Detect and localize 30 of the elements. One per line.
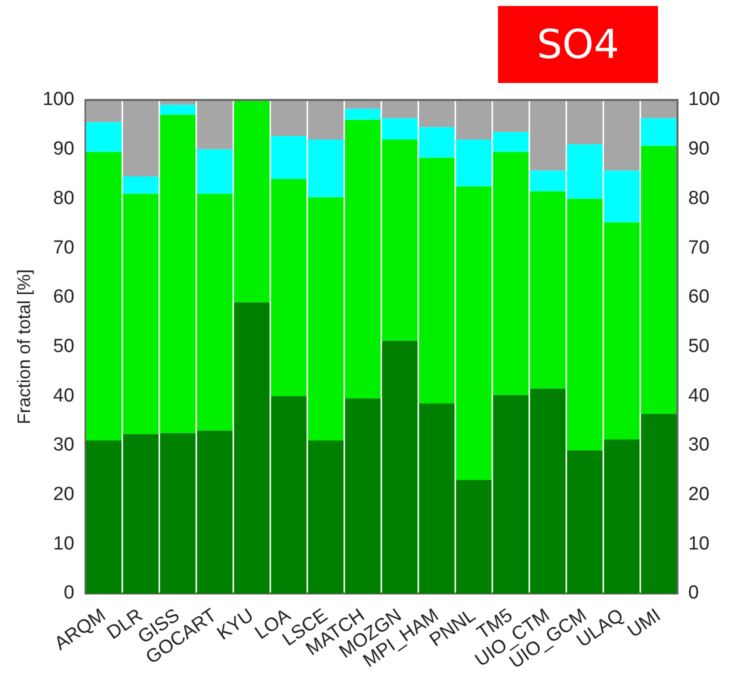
chart-title: SO4 <box>498 6 658 83</box>
y-tick-label: 20 <box>53 484 74 506</box>
y2-tick-label: 90 <box>688 138 710 160</box>
y2-tick-label: 40 <box>688 385 710 406</box>
bar <box>160 104 196 115</box>
y-tick-label: 80 <box>53 188 74 209</box>
y-tick-label: 10 <box>53 533 74 554</box>
y-tick-label: 0 <box>64 582 74 604</box>
y2-tick-label: 30 <box>688 434 710 456</box>
y2-tick-label: 60 <box>688 286 710 308</box>
y-tick-label: 50 <box>53 336 74 357</box>
y-tick-label: 30 <box>53 434 74 456</box>
bar <box>641 118 677 146</box>
y2-tick-label: 100 <box>688 89 720 110</box>
y2-tick-label: 0 <box>688 582 699 604</box>
y2-tick-label: 10 <box>688 533 710 554</box>
y-tick-label: 70 <box>53 237 74 258</box>
bar <box>197 149 233 194</box>
y2-tick-label: 70 <box>688 237 710 258</box>
y2-tick-label: 80 <box>688 188 710 209</box>
x-tick-label: UMI <box>624 604 665 642</box>
y2-tick-label: 20 <box>688 484 710 506</box>
y-tick-label: 40 <box>53 385 74 406</box>
bar <box>86 122 122 152</box>
y-tick-label: 100 <box>42 89 74 110</box>
y-axis-title: Fraction of total [%] <box>14 269 34 424</box>
y-tick-label: 60 <box>53 286 74 308</box>
y2-tick-label: 50 <box>688 336 710 357</box>
bar <box>123 176 159 194</box>
y-tick-label: 90 <box>53 138 74 160</box>
